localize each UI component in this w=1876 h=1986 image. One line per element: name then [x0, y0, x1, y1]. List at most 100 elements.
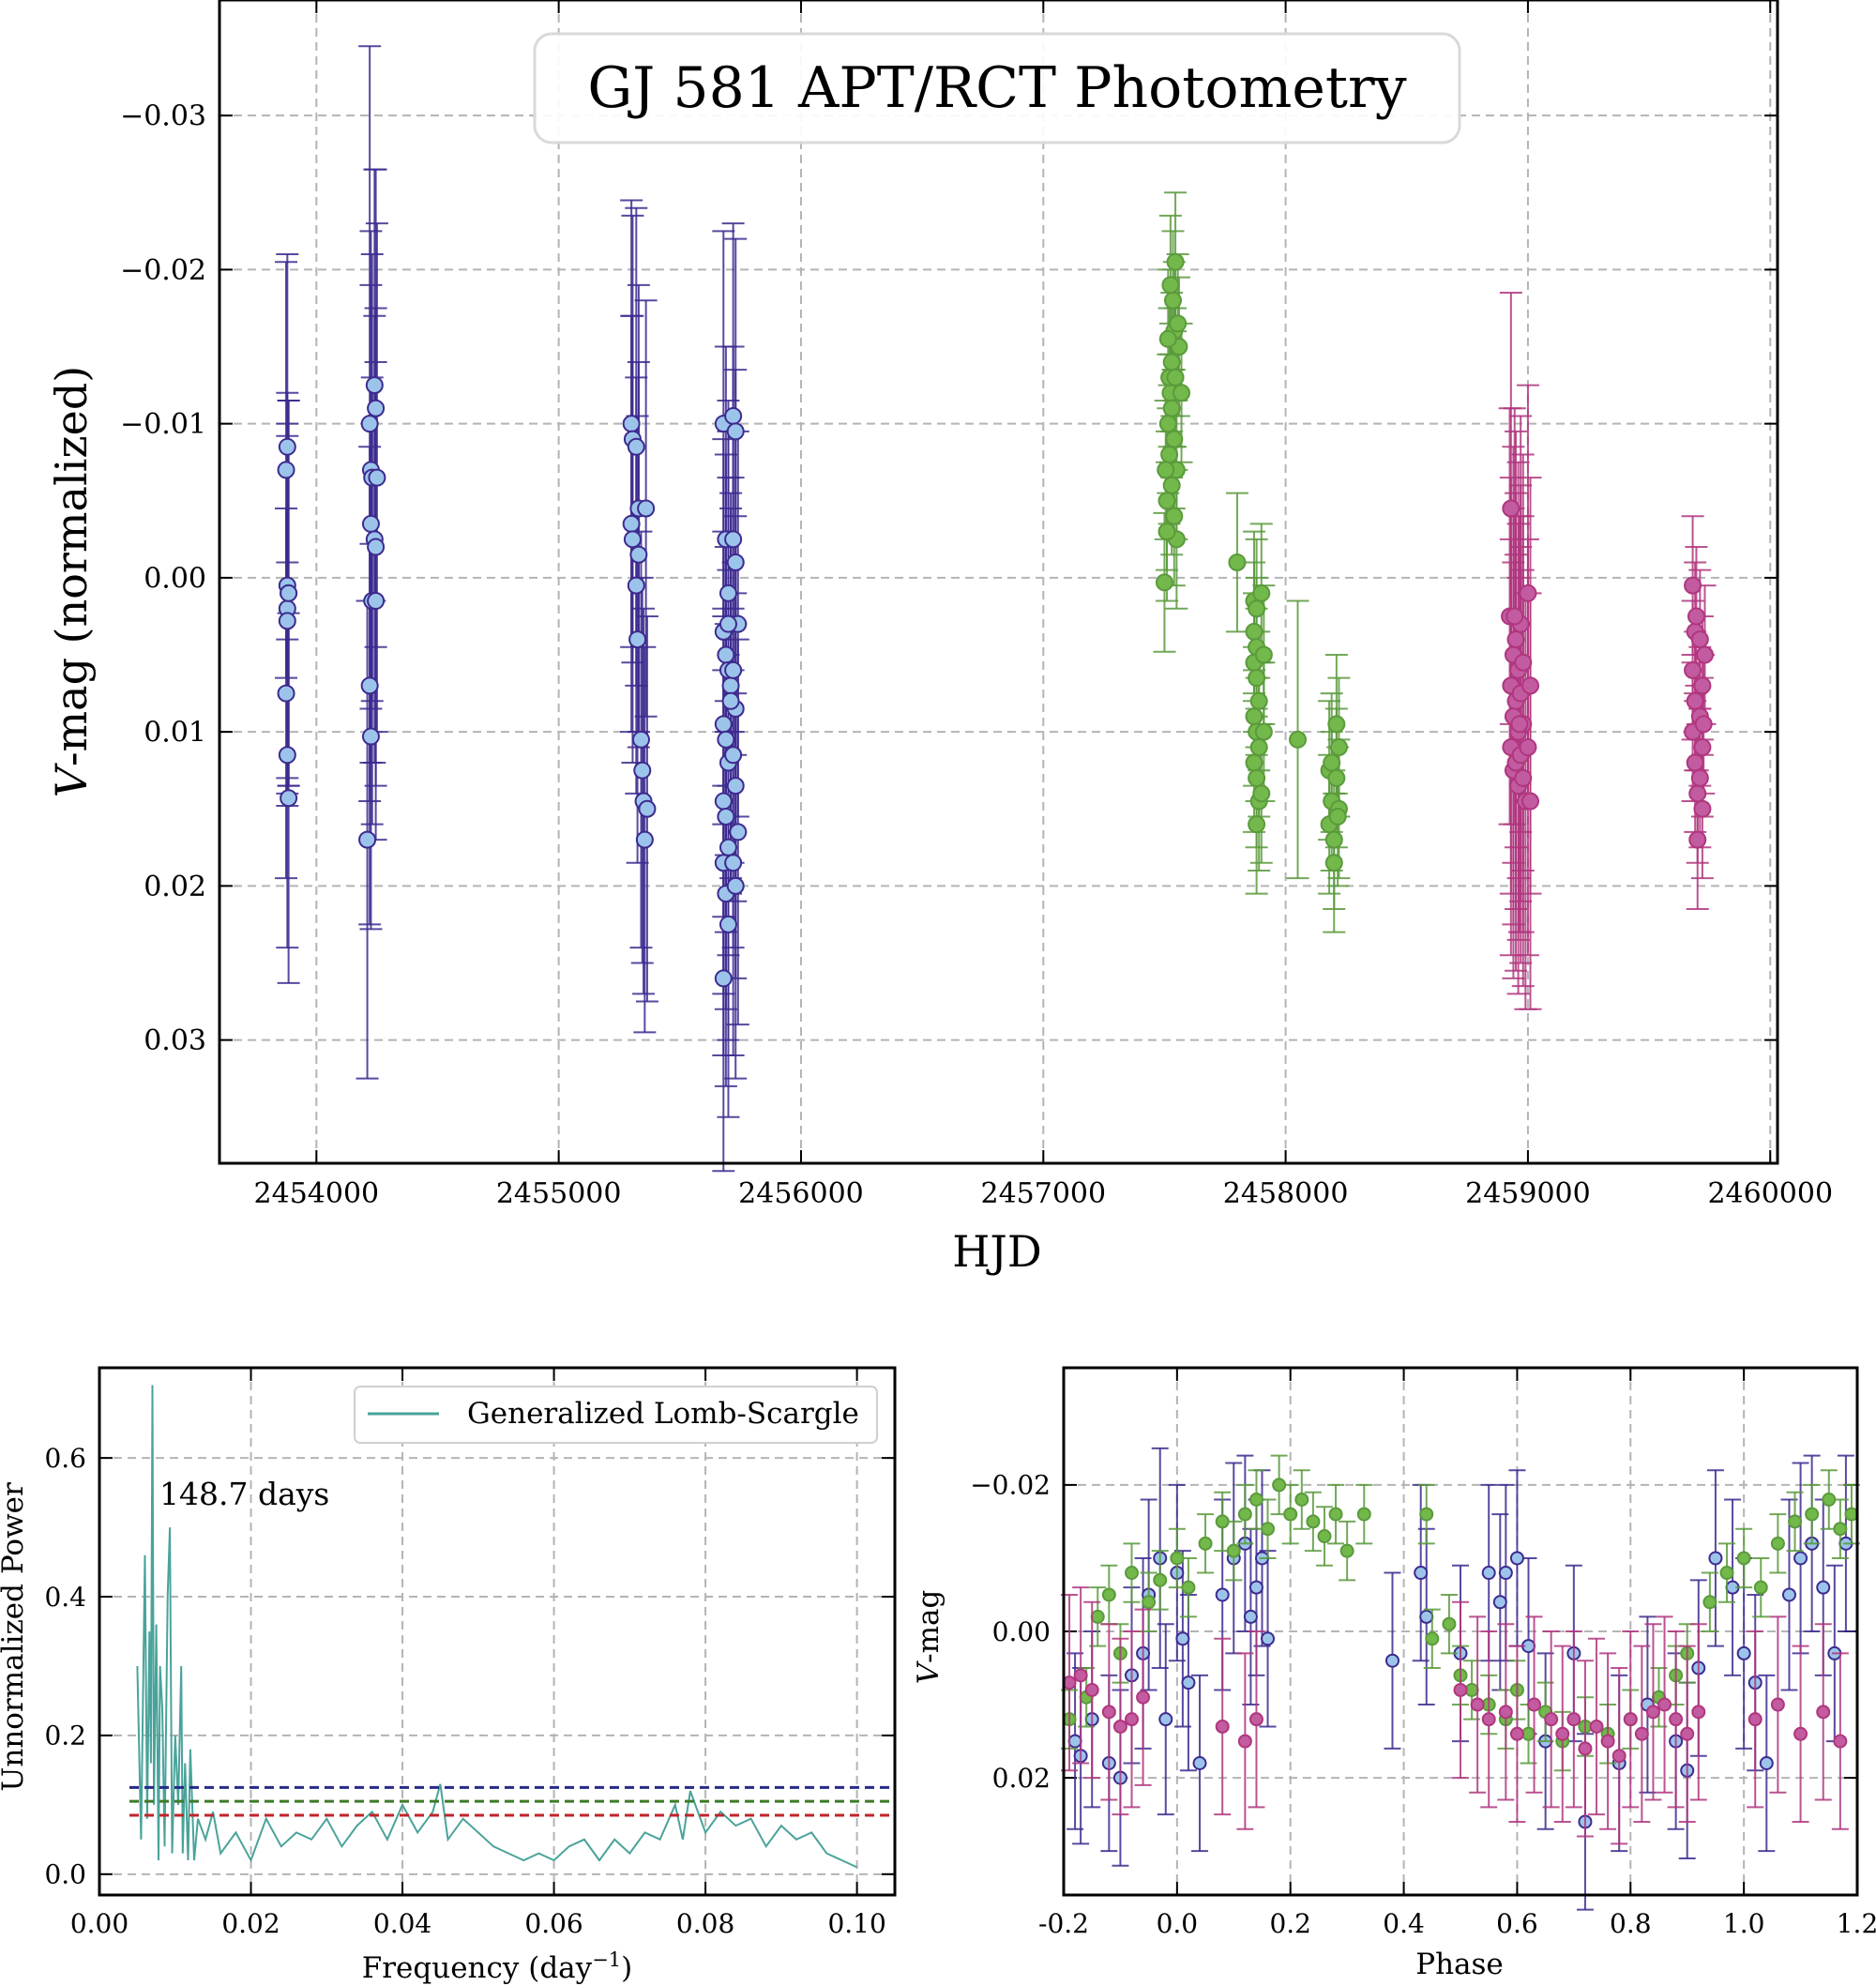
data-point [277, 684, 295, 703]
data-point [638, 799, 657, 818]
data-point [627, 576, 645, 595]
axes-frame [1062, 1366, 1859, 1897]
data-point [1509, 1726, 1524, 1741]
x-tick-label: 0.02 [221, 1908, 280, 1939]
data-point [1680, 1726, 1695, 1741]
data-point [278, 746, 296, 765]
x-tick-label: 0.08 [676, 1908, 734, 1939]
data-point [1158, 1712, 1173, 1727]
data-point [1514, 768, 1533, 787]
x-axis-label: HJD [952, 1226, 1041, 1277]
data-point [1753, 1580, 1768, 1595]
data-point [1162, 399, 1181, 417]
data-point [1181, 1580, 1196, 1595]
x-tick-label: 2456000 [738, 1177, 864, 1210]
data-point [635, 830, 654, 849]
data-point [1793, 1551, 1808, 1566]
y-axis-label-italic: V [912, 1660, 946, 1684]
data-point [1498, 1566, 1513, 1581]
y-tick-label: 0.2 [44, 1721, 86, 1751]
series-rct_early [1061, 1454, 1860, 1772]
y-tick-label: 0.4 [44, 1582, 86, 1613]
x-tick-label: 0.04 [373, 1908, 431, 1939]
axes-frame [218, 0, 1779, 1165]
y-tick-label: 0.00 [992, 1616, 1051, 1647]
data-point [1165, 430, 1184, 448]
data-point [1272, 1478, 1287, 1493]
y-tick-label: 0.03 [144, 1024, 206, 1057]
data-point [1600, 1734, 1615, 1749]
data-point [724, 660, 743, 679]
data-point [1702, 1595, 1717, 1610]
data-point [1684, 660, 1702, 679]
data-point [717, 730, 735, 749]
data-point [717, 645, 735, 664]
data-point [1693, 676, 1712, 695]
title-box [533, 32, 1461, 144]
data-point [1505, 607, 1524, 626]
y-axis-label: Unnormalized Power [0, 1482, 30, 1792]
data-point [1688, 830, 1707, 849]
y-tick-label: 0.6 [44, 1443, 86, 1474]
data-point [1611, 1749, 1626, 1764]
x-tick-label: 2458000 [1223, 1177, 1349, 1210]
data-point [1688, 784, 1707, 803]
data-point [1261, 1522, 1276, 1537]
x-tick-label: 0.2 [1269, 1908, 1311, 1939]
data-point [1442, 1616, 1457, 1631]
data-point [1165, 507, 1184, 525]
y-tick-label: −0.02 [120, 254, 206, 287]
data-point [726, 876, 745, 895]
data-point [637, 499, 656, 518]
data-point [1492, 1595, 1507, 1610]
x-tick-label: -0.2 [1038, 1908, 1089, 1939]
y-tick-label: 0.02 [992, 1763, 1051, 1794]
data-point [1759, 1756, 1774, 1770]
data-point [1175, 1631, 1190, 1646]
data-point [1157, 461, 1175, 479]
data-point [278, 437, 296, 456]
x-tick-label: 0.10 [827, 1908, 885, 1939]
data-point [1160, 446, 1179, 464]
data-point [358, 830, 377, 849]
data-point [1684, 576, 1702, 595]
data-point [1481, 1712, 1496, 1727]
data-point [1101, 1587, 1116, 1602]
data-point [1356, 1507, 1371, 1522]
data-point [1686, 691, 1704, 710]
data-point [724, 530, 743, 549]
data-point [1793, 1726, 1808, 1741]
x-axis-label: Frequency (day−1) [362, 1948, 633, 1985]
data-point [724, 406, 743, 425]
data-point [1162, 353, 1181, 371]
data-point [1822, 1493, 1837, 1507]
data-point [1502, 499, 1520, 518]
data-point [1329, 738, 1348, 757]
data-point [623, 530, 642, 549]
data-point [1067, 1734, 1082, 1749]
data-point [1747, 1712, 1763, 1727]
data-point [1509, 1551, 1524, 1566]
data-point [1324, 854, 1343, 872]
data-point [1324, 830, 1343, 849]
data-point [627, 437, 645, 456]
data-point [1166, 368, 1185, 387]
data-point [1161, 276, 1180, 295]
data-point [719, 838, 737, 857]
data-point [1589, 1719, 1604, 1734]
y-axis-label-rest: -mag (normalized) [46, 366, 97, 766]
y-tick-label: 0.0 [44, 1859, 86, 1890]
data-point [1252, 784, 1271, 803]
data-point [1157, 523, 1176, 541]
data-point [1339, 1543, 1354, 1558]
data-point [1419, 1507, 1434, 1522]
data-point [1169, 314, 1188, 333]
data-point [1514, 653, 1533, 672]
data-point [1690, 630, 1709, 649]
data-point [622, 415, 641, 433]
data-point [1228, 553, 1247, 571]
data-point [1555, 1726, 1570, 1741]
data-point [719, 584, 737, 602]
data-point [368, 468, 386, 487]
data-point [717, 807, 735, 826]
